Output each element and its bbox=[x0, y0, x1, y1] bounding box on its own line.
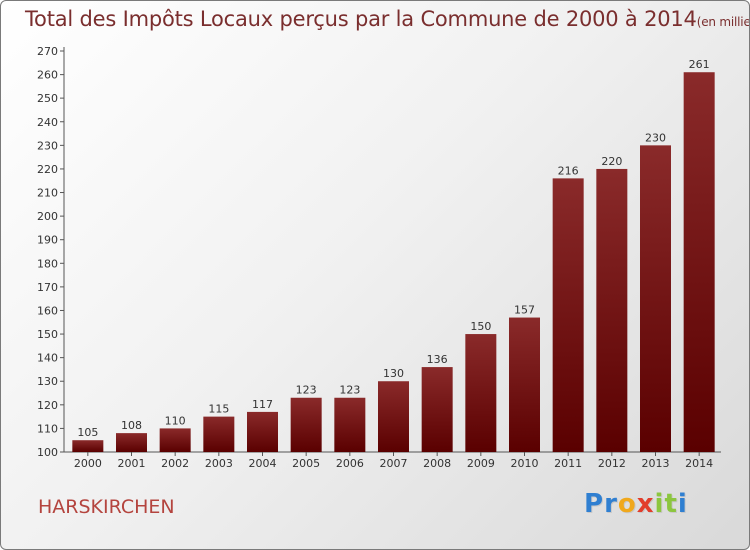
bar-value-label: 261 bbox=[689, 58, 710, 71]
bar bbox=[421, 367, 453, 452]
x-tick-label: 2004 bbox=[249, 457, 277, 470]
y-tick-label: 220 bbox=[37, 163, 58, 176]
y-tick-label: 120 bbox=[37, 399, 58, 412]
x-tick-label: 2002 bbox=[161, 457, 189, 470]
bar bbox=[683, 72, 715, 453]
logo-letter: P bbox=[584, 489, 605, 519]
bar-value-label: 105 bbox=[77, 426, 98, 439]
x-tick-label: 2010 bbox=[511, 457, 539, 470]
x-tick-label: 2000 bbox=[74, 457, 102, 470]
x-tick-label: 2014 bbox=[685, 457, 713, 470]
y-tick-label: 190 bbox=[37, 234, 58, 247]
logo-letter: i bbox=[677, 489, 688, 519]
bar-value-label: 115 bbox=[208, 403, 229, 416]
y-tick-label: 270 bbox=[37, 45, 58, 58]
x-tick-label: 2003 bbox=[205, 457, 233, 470]
bar bbox=[290, 397, 322, 452]
x-tick-label: 2007 bbox=[380, 457, 408, 470]
y-tick-label: 110 bbox=[37, 422, 58, 435]
bar-value-label: 150 bbox=[470, 320, 491, 333]
commune-name: HARSKIRCHEN bbox=[38, 496, 175, 518]
y-tick-label: 260 bbox=[37, 69, 58, 82]
bar bbox=[378, 381, 409, 452]
y-tick-label: 250 bbox=[37, 92, 58, 105]
y-tick-label: 150 bbox=[37, 328, 58, 341]
logo-letter: t bbox=[664, 489, 678, 519]
bar-value-label: 157 bbox=[514, 304, 535, 317]
x-tick-label: 2005 bbox=[292, 457, 320, 470]
y-tick-label: 180 bbox=[37, 257, 58, 270]
bar bbox=[334, 397, 366, 452]
title-text: Total des Impôts Locaux perçus par la Co… bbox=[25, 7, 697, 31]
bar bbox=[203, 416, 235, 452]
x-tick-label: 2008 bbox=[423, 457, 451, 470]
bar bbox=[159, 428, 191, 452]
bar-value-label: 216 bbox=[558, 164, 579, 177]
x-tick-label: 2012 bbox=[598, 457, 626, 470]
logo-letter: x bbox=[636, 489, 655, 519]
bar-value-label: 123 bbox=[339, 384, 360, 397]
y-tick-label: 130 bbox=[37, 375, 58, 388]
bar-value-label: 130 bbox=[383, 367, 404, 380]
x-tick-label: 2009 bbox=[467, 457, 495, 470]
y-tick-label: 140 bbox=[37, 352, 58, 365]
chart-title: Total des Impôts Locaux perçus par la Co… bbox=[25, 7, 750, 31]
bar bbox=[552, 178, 584, 452]
logo-letter: r bbox=[604, 489, 618, 519]
bar-value-label: 230 bbox=[645, 131, 666, 144]
bar-value-label: 123 bbox=[296, 384, 317, 397]
bar bbox=[640, 145, 671, 452]
y-tick-label: 100 bbox=[37, 446, 58, 459]
y-tick-label: 200 bbox=[37, 210, 58, 223]
y-tick-label: 210 bbox=[37, 187, 58, 200]
bar bbox=[116, 433, 147, 452]
y-tick-label: 160 bbox=[37, 304, 58, 317]
bar-value-label: 136 bbox=[427, 353, 448, 366]
bar bbox=[72, 440, 104, 452]
x-tick-label: 2013 bbox=[642, 457, 670, 470]
bar-value-label: 220 bbox=[601, 155, 622, 168]
logo-letter: i bbox=[654, 489, 665, 519]
proxiti-logo: Proxiti bbox=[584, 489, 688, 519]
bar bbox=[465, 334, 497, 452]
bar-value-label: 117 bbox=[252, 398, 273, 411]
bar bbox=[596, 168, 628, 453]
y-tick-label: 230 bbox=[37, 139, 58, 152]
bar bbox=[509, 317, 540, 452]
logo-letter: o bbox=[617, 489, 637, 519]
bar-value-label: 110 bbox=[165, 414, 186, 427]
x-tick-label: 2011 bbox=[554, 457, 582, 470]
y-tick-label: 240 bbox=[37, 116, 58, 129]
y-tick-label: 170 bbox=[37, 281, 58, 294]
title-unit: (en milliers d'€) bbox=[696, 15, 750, 29]
bar bbox=[247, 411, 278, 452]
bar-value-label: 108 bbox=[121, 419, 142, 432]
x-tick-label: 2001 bbox=[118, 457, 146, 470]
x-tick-label: 2006 bbox=[336, 457, 364, 470]
